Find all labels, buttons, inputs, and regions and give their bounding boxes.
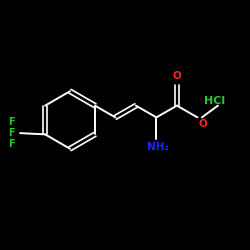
Text: F: F [8,118,14,127]
Text: NH₂: NH₂ [147,142,169,152]
Text: F: F [8,139,14,149]
Text: O: O [199,119,207,128]
Text: F: F [8,128,14,138]
Text: HCl: HCl [204,96,226,106]
Text: O: O [172,72,181,82]
